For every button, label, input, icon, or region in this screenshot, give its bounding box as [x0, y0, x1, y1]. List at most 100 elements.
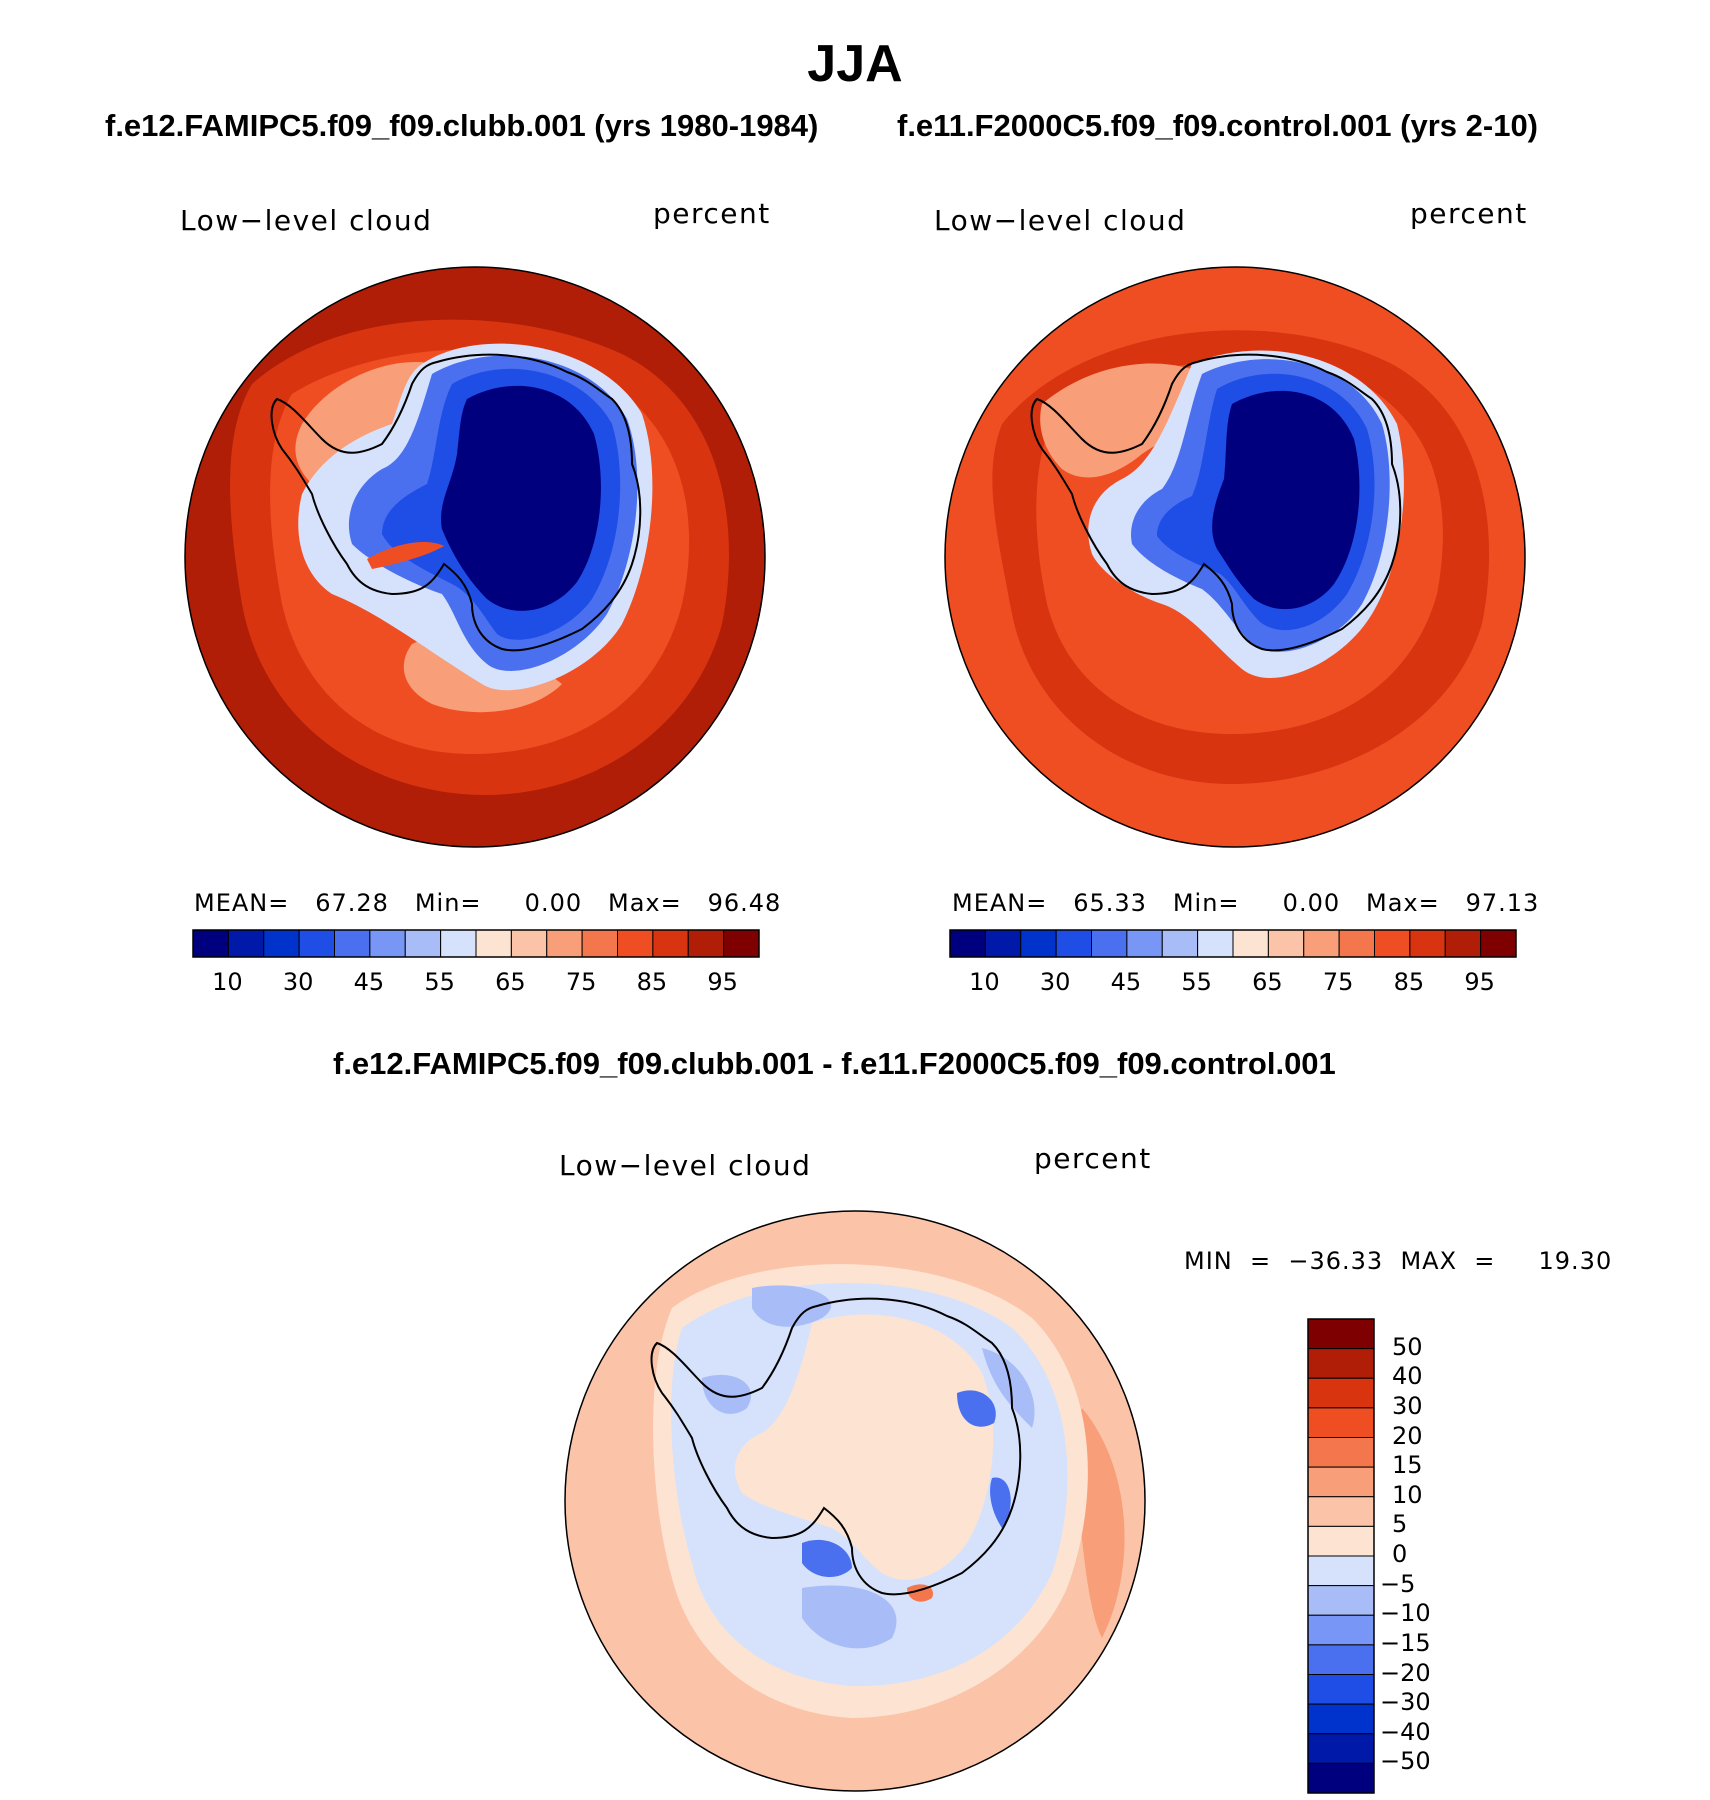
- colorbar-tick-label: 75: [1322, 968, 1354, 996]
- right-coastline: [1030, 353, 1402, 652]
- colorbar-swatch: [263, 929, 300, 958]
- colorbar-swatch: [227, 929, 265, 958]
- colorbar-tick-label: 45: [1110, 968, 1142, 996]
- colorbar-swatch: [546, 929, 583, 958]
- colorbar-tick-label: 15: [1392, 1451, 1423, 1480]
- colorbar-tick-label: −15: [1380, 1628, 1431, 1657]
- right-interior: [1212, 390, 1360, 610]
- colorbar-swatch: [369, 929, 406, 958]
- colorbar-tick-label: −50: [1380, 1747, 1431, 1776]
- colorbar-swatch: [404, 929, 442, 958]
- right-pale-region: [1040, 363, 1222, 478]
- colorbar-swatch: [1307, 1733, 1375, 1764]
- diff-polar-map: [564, 1210, 1146, 1792]
- colorbar-swatch: [1307, 1614, 1375, 1646]
- colorbar-swatch: [1307, 1674, 1375, 1705]
- left-warm-tongue: [367, 542, 444, 569]
- colorbar-swatch: [652, 929, 689, 958]
- colorbar-tick-label: 10: [969, 968, 1000, 996]
- left-interior: [440, 385, 601, 611]
- colorbar-swatch: [1307, 1555, 1375, 1587]
- colorbar-swatch: [581, 929, 618, 958]
- colorbar-swatch: [723, 929, 760, 958]
- colorbar-tick-label: 40: [1392, 1362, 1423, 1391]
- colorbar-tick-label: 50: [1392, 1332, 1423, 1361]
- colorbar-swatch: [1232, 929, 1269, 958]
- right-units-label: percent: [1410, 197, 1528, 230]
- diff-coastline: [650, 1297, 1022, 1596]
- diff-colorbar-ticks: 50 40 30 20 15 10 5 0 −5 −10 −15 −20 −30 −40 −50: [1380, 1318, 1460, 1794]
- colorbar-swatch: [1055, 929, 1092, 958]
- right-stats: MEAN= 65.33 Min= 0.00 Max= 97.13: [952, 889, 1540, 917]
- diff-blue-spot-south: [802, 1539, 852, 1578]
- colorbar-swatch: [192, 929, 229, 958]
- colorbar-swatch: [1307, 1496, 1375, 1527]
- diff-stats: MIN = −36.33 MAX = 19.30: [1184, 1247, 1613, 1275]
- colorbar-swatch: [1307, 1703, 1375, 1735]
- colorbar-tick-label: −40: [1380, 1717, 1431, 1746]
- colorbar-swatch: [1267, 929, 1305, 958]
- colorbar-tick-label: 30: [1039, 968, 1071, 996]
- right-variable-label: Low−level cloud: [934, 204, 1187, 237]
- colorbar-tick-label: 10: [212, 968, 243, 996]
- colorbar-swatch: [334, 929, 371, 958]
- colorbar-swatch: [440, 929, 477, 958]
- colorbar-tick-label: −5: [1380, 1569, 1416, 1598]
- left-coastline: [270, 353, 642, 652]
- colorbar-tick-label: −30: [1380, 1688, 1431, 1717]
- right-colorbar: [949, 929, 1517, 958]
- colorbar-swatch: [1091, 929, 1128, 958]
- left-units-label: percent: [653, 197, 771, 230]
- left-variable-label: Low−level cloud: [180, 204, 433, 237]
- right-polar-map: [944, 266, 1526, 848]
- colorbar-tick-label: 75: [565, 968, 597, 996]
- colorbar-tick-label: −10: [1380, 1599, 1431, 1628]
- colorbar-swatch: [1197, 929, 1234, 958]
- colorbar-tick-label: 10: [1392, 1480, 1423, 1509]
- colorbar-tick-label: 65: [1252, 968, 1283, 996]
- colorbar-swatch: [1307, 1318, 1375, 1350]
- colorbar-swatch: [1020, 929, 1057, 958]
- colorbar-swatch: [1307, 1585, 1375, 1616]
- diff-colorbar: [1307, 1318, 1375, 1794]
- colorbar-tick-label: 95: [707, 968, 738, 996]
- colorbar-swatch: [510, 929, 548, 958]
- colorbar-swatch: [617, 929, 654, 958]
- diff-variable-label: Low−level cloud: [559, 1149, 812, 1182]
- colorbar-tick-label: 45: [353, 968, 385, 996]
- colorbar-tick-label: 55: [1181, 968, 1212, 996]
- colorbar-swatch: [1338, 929, 1375, 958]
- colorbar-swatch: [1303, 929, 1340, 958]
- colorbar-swatch: [687, 929, 725, 958]
- colorbar-swatch: [1409, 929, 1446, 958]
- colorbar-tick-label: 5: [1392, 1510, 1408, 1539]
- colorbar-tick-label: 55: [424, 968, 455, 996]
- colorbar-swatch: [1374, 929, 1411, 958]
- colorbar-swatch: [1161, 929, 1199, 958]
- right-colorbar-ticks: 10 30 45 55 65 75 85 95: [949, 968, 1517, 998]
- colorbar-tick-label: 30: [282, 968, 314, 996]
- colorbar-swatch: [1307, 1437, 1375, 1468]
- left-polar-map: [184, 266, 766, 848]
- colorbar-swatch: [298, 929, 335, 958]
- colorbar-tick-label: 20: [1392, 1421, 1423, 1450]
- difference-title: f.e12.FAMIPC5.f09_f09.clubb.001 - f.e11.…: [333, 1046, 1336, 1081]
- colorbar-swatch: [1126, 929, 1163, 958]
- left-stats: MEAN= 67.28 Min= 0.00 Max= 96.48: [194, 889, 782, 917]
- colorbar-swatch: [1307, 1644, 1375, 1675]
- colorbar-tick-label: 85: [636, 968, 668, 996]
- diff-blue-spot-edge: [990, 1477, 1011, 1528]
- colorbar-tick-label: 95: [1464, 968, 1495, 996]
- colorbar-swatch: [1444, 929, 1482, 958]
- left-colorbar: [192, 929, 760, 958]
- colorbar-swatch: [475, 929, 512, 958]
- colorbar-tick-label: 0: [1392, 1540, 1408, 1568]
- colorbar-swatch: [1307, 1348, 1375, 1379]
- case-a-title: f.e12.FAMIPC5.f09_f09.clubb.001 (yrs 198…: [105, 108, 819, 143]
- colorbar-swatch: [1480, 929, 1517, 958]
- colorbar-swatch: [1307, 1466, 1375, 1498]
- case-b-title: f.e11.F2000C5.f09_f09.control.001 (yrs 2…: [897, 108, 1539, 143]
- colorbar-tick-label: 85: [1393, 968, 1425, 996]
- diff-interior: [734, 1314, 994, 1580]
- diff-units-label: percent: [1034, 1142, 1152, 1175]
